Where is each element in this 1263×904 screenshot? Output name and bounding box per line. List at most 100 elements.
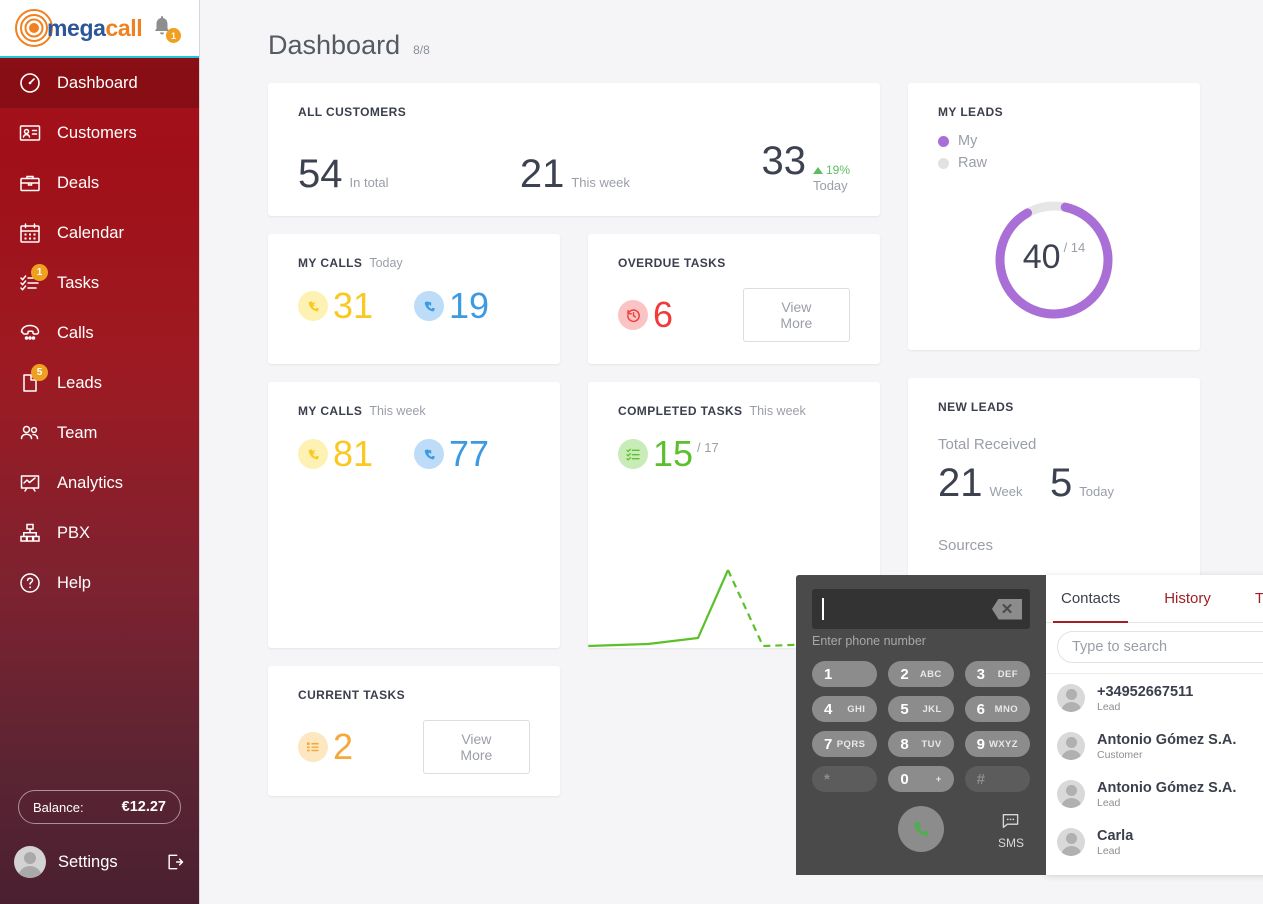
completed-tasks-subtitle: This week (749, 404, 806, 419)
contact-row[interactable]: Carla Lead +34698455131 Personal (1045, 818, 1263, 866)
new-leads-week-value: 21 (938, 461, 983, 505)
all-customers-trend: 19% Today (812, 163, 850, 194)
dialpad-key-hash[interactable]: # (964, 766, 1030, 792)
legend-label-my: My (958, 133, 978, 149)
completed-tasks-value: 15 (653, 433, 694, 475)
avatar (1057, 780, 1085, 808)
contact-row[interactable]: +34952667511 Lead +34952667511 Work (1045, 674, 1263, 722)
call-button[interactable] (898, 806, 944, 852)
sms-icon (1003, 813, 1019, 829)
key-digit: 6 (976, 700, 985, 718)
completed-tasks-values: 15 / 17 (618, 436, 850, 472)
settings-label: Settings (58, 852, 118, 871)
backspace-icon[interactable]: ✕ (992, 598, 1022, 620)
sidebar-item-label: Analytics (57, 473, 124, 492)
avatar (1057, 732, 1085, 760)
brand-logo[interactable]: megacall (14, 8, 143, 48)
my-calls-today-subtitle: Today (369, 256, 403, 271)
sidebar-item-label: Dashboard (57, 73, 138, 92)
sidebar-item-calls[interactable]: Calls (0, 308, 199, 358)
dialpad-key-2[interactable]: 2 ABC (888, 661, 954, 687)
dialer-panel: ✕ Enter phone number 1 2 ABC 3 DEF 4 GHI 5 J… (796, 575, 1046, 875)
dialpad-key-6[interactable]: 6 MNO (964, 696, 1030, 722)
key-digit: 7 (824, 735, 833, 753)
dialpad-key-1[interactable]: 1 (812, 661, 878, 687)
sidebar-item-label: Deals (57, 173, 100, 192)
contact-name: +34952667511 (1097, 683, 1194, 700)
key-letters: PQRS (836, 738, 866, 750)
contact-row[interactable]: Antonio Gómez S.A. Customer +34617923348… (1045, 722, 1263, 770)
sidebar-item-label: Team (57, 423, 98, 442)
my-calls-week-values: 81 77 (298, 436, 530, 472)
outgoing-call-icon (414, 291, 444, 322)
contact-type: Customer (1097, 748, 1143, 761)
all-customers-week-value: 21 (519, 152, 565, 197)
key-digit: 5 (900, 700, 909, 718)
notification-bell-icon[interactable]: 1 (151, 14, 181, 43)
sidebar-item-analytics[interactable]: Analytics (0, 458, 199, 508)
sidebar-item-tasks[interactable]: 1 Tasks (0, 258, 199, 308)
new-leads-week: 21 Week (938, 463, 1050, 503)
sidebar-item-team[interactable]: Team (0, 408, 199, 458)
my-calls-week-subtitle: This week (369, 404, 426, 419)
dialer-actions: SMS (812, 806, 1030, 852)
sidebar-item-pbx[interactable]: PBX (0, 508, 199, 558)
dialpad-key-5[interactable]: 5 JKL (888, 696, 954, 722)
my-leads-legend: My Raw (938, 133, 1170, 171)
sidebar-item-help[interactable]: Help (0, 558, 199, 608)
page-title: Dashboard (268, 30, 401, 60)
my-leads-value: 40 (1022, 238, 1061, 276)
tab-team[interactable]: Team (1254, 590, 1263, 607)
my-leads-donut-center: 40 / 14 (992, 198, 1116, 322)
pbx-icon (14, 519, 46, 547)
trend-up-icon (812, 167, 823, 174)
dialpad-key-7[interactable]: 7 PQRS (812, 731, 878, 757)
key-letters: DEF (997, 668, 1018, 680)
dialer-input[interactable]: ✕ (812, 589, 1030, 629)
dialpad-key-0[interactable]: 0 + (888, 766, 954, 792)
completed-tasks-total: / 17 (697, 440, 719, 456)
sidebar-item-deals[interactable]: Deals (0, 158, 199, 208)
search-input[interactable] (1072, 639, 1263, 655)
calendar-icon (14, 219, 46, 247)
sidebar-item-label: Calls (57, 323, 94, 342)
logo-rings-icon (14, 8, 54, 48)
balance-pill[interactable]: Balance: €12.27 (18, 790, 181, 824)
row-current-tasks: CURRENT TASKS 2 View More (268, 666, 880, 797)
outgoing-call-icon (414, 439, 444, 470)
dialpad-key-9[interactable]: 9 WXYZ (964, 731, 1030, 757)
contact-row[interactable]: Antonio Gómez S.A. Lead +34617923338 Wor… (1045, 770, 1263, 818)
contacts-list[interactable]: +34952667511 Lead +34952667511 Work Anto… (1045, 673, 1263, 875)
dialpad-key-3[interactable]: 3 DEF (964, 661, 1030, 687)
sidebar-item-dashboard[interactable]: Dashboard (0, 58, 199, 108)
avatar (14, 846, 46, 878)
tab-history[interactable]: History (1164, 590, 1211, 607)
key-letters: + (935, 773, 942, 785)
settings-row[interactable]: Settings (0, 846, 199, 904)
current-tasks-view-more-button[interactable]: View More (422, 720, 530, 775)
new-leads-today-value: 5 (1050, 461, 1073, 505)
contacts-search-box[interactable] (1057, 631, 1263, 663)
overdue-tasks-body: 6 View More (618, 288, 850, 343)
overdue-tasks-card: OVERDUE TASKS 6 View More (588, 234, 880, 365)
dialpad-key-star[interactable]: * (812, 766, 878, 792)
overdue-tasks-title: OVERDUE TASKS (618, 256, 726, 271)
contact-type: Lead (1097, 796, 1121, 809)
key-digit: 1 (824, 665, 833, 683)
sidebar-item-customers[interactable]: Customers (0, 108, 199, 158)
overdue-tasks-view-more-button[interactable]: View More (742, 288, 850, 343)
contact-type: Lead (1097, 844, 1121, 857)
incoming-call-icon (298, 291, 328, 322)
tab-contacts[interactable]: Contacts (1052, 575, 1129, 623)
dialpad-key-4[interactable]: 4 GHI (812, 696, 878, 722)
logout-icon[interactable] (165, 852, 185, 872)
key-letters: ABC (919, 668, 942, 680)
new-leads-title: NEW LEADS (938, 400, 1014, 414)
sidebar-item-leads[interactable]: 5 Leads (0, 358, 199, 408)
my-calls-week-title: MY CALLS This week (298, 404, 530, 418)
my-calls-today-values: 31 19 (298, 288, 530, 324)
sidebar-item-label: Help (57, 573, 91, 592)
sms-button[interactable]: SMS (998, 813, 1024, 850)
dialpad-key-8[interactable]: 8 TUV (888, 731, 954, 757)
sidebar-item-calendar[interactable]: Calendar (0, 208, 199, 258)
